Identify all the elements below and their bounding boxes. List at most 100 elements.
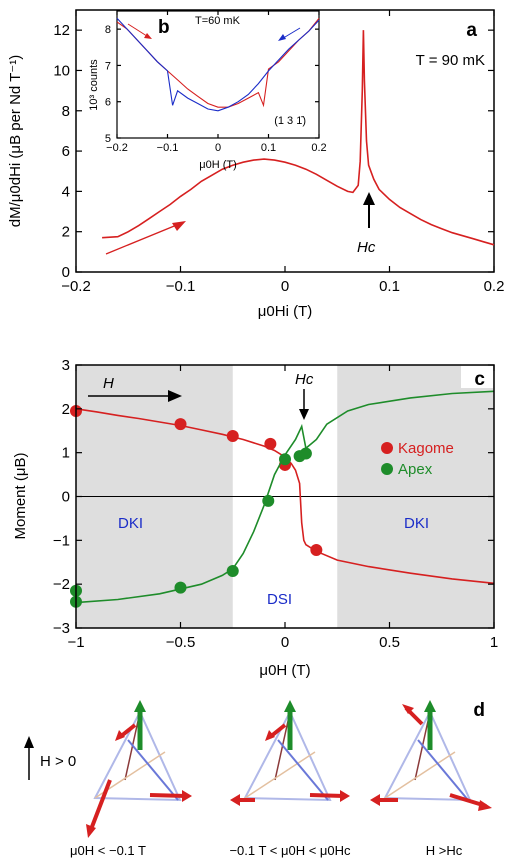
panel-c-label-box xyxy=(461,366,493,388)
caption-d-3: H >Hc xyxy=(426,843,463,858)
data-point-kagome xyxy=(174,418,187,431)
panel-b-ytick-label: 5 xyxy=(105,133,111,145)
panel-c-ytick-label: −1 xyxy=(53,532,70,549)
panel-a: −0.2 −0.1 0 0.1 0.2 0 2 4 6 8 10 12 a T = 90 mK Hc… xyxy=(7,9,504,320)
caption-d-2: −0.1 T < μ0H < μ0Hc xyxy=(229,843,351,858)
tetra-1-edge-c xyxy=(127,739,179,801)
panel-c-label: c xyxy=(474,369,485,390)
hc-label-c: Hc xyxy=(295,371,314,388)
data-point-apex xyxy=(299,447,312,460)
panel-d-label: d xyxy=(473,700,485,721)
panel-b-xtick-label: −0.1 xyxy=(157,142,179,154)
region-label-dki-right: DKI xyxy=(404,515,429,532)
panel-c-xtick-label: 0.5 xyxy=(379,634,400,651)
panel-b-temperature: T=60 mK xyxy=(195,15,241,27)
panel-b-y-ticks: 5 6 7 8 xyxy=(105,24,319,145)
panel-b-xlabel: μ0H (T) xyxy=(199,159,237,171)
data-point-kagome xyxy=(310,543,323,556)
panel-b-arrow-red-head xyxy=(144,33,152,39)
panel-c-ylabel: Moment (μB) xyxy=(12,453,29,540)
tetra-2-spin-right-head xyxy=(340,790,350,802)
panel-b-ytick-label: 6 xyxy=(105,97,111,109)
tetra-2-spin-right xyxy=(309,793,345,798)
tetra-1-spin-top-head xyxy=(115,730,125,741)
tetra-2-spin-left-head xyxy=(230,794,240,806)
panel-c-y-ticks: −3 −2 −1 0 1 2 3 xyxy=(53,357,494,637)
field-label-d: H > 0 xyxy=(40,753,76,770)
panel-c-ytick-label: 1 xyxy=(62,445,70,462)
panel-b-arrow-blue-head xyxy=(278,34,286,41)
data-point-apex xyxy=(262,494,275,507)
panel-a-xtick-label: −0.2 xyxy=(61,278,91,295)
panel-c-x-ticks: −1 −0.5 0 0.5 1 xyxy=(67,365,498,651)
panel-b-xtick-label: −0.2 xyxy=(106,142,128,154)
panel-a-y-ticks: 0 2 4 6 8 10 12 xyxy=(53,22,494,281)
data-point-kagome xyxy=(264,437,277,450)
tetra-3-spin-apex-head xyxy=(424,700,436,712)
tetra-2-edge-b xyxy=(244,751,316,799)
panel-d: d H > 0 xyxy=(24,700,492,858)
panel-c-ytick-label: −3 xyxy=(53,620,70,637)
panel-c-xtick-label: 0 xyxy=(281,634,289,651)
tetra-3-spin-left-head xyxy=(370,794,380,806)
panel-c: −1 −0.5 0 0.5 1 −3 −2 −1 0 1 2 3 c H Hc DKI DSI DK… xyxy=(12,357,498,679)
tetra-2-edge-c xyxy=(277,739,329,801)
caption-d-1: μ0H < −0.1 T xyxy=(70,843,146,858)
panel-a-ytick-label: 0 xyxy=(62,264,70,281)
panel-a-temperature: T = 90 mK xyxy=(416,52,485,69)
tetra-2-spin-apex-head xyxy=(284,700,296,712)
panel-c-ytick-label: 2 xyxy=(62,401,70,418)
tetrahedron-2 xyxy=(230,700,350,806)
panel-a-series xyxy=(102,30,495,246)
panel-c-ytick-label: 3 xyxy=(62,357,70,374)
panel-a-ytick-label: 2 xyxy=(62,224,70,241)
panel-b-hkl: (1 3 1̄) xyxy=(274,115,306,127)
panel-c-xtick-label: 1 xyxy=(490,634,498,651)
panel-a-ytick-label: 6 xyxy=(62,143,70,160)
panel-a-label: a xyxy=(466,20,477,41)
tetra-2-spin-top-head xyxy=(265,730,275,741)
panel-b-series xyxy=(116,17,320,112)
panel-b-xtick-label: 0.2 xyxy=(311,142,326,154)
tetrahedron-1 xyxy=(86,700,192,838)
legend-apex-label: Apex xyxy=(398,461,433,478)
tetra-1-spin-right-head xyxy=(182,790,192,802)
tetra-1-spin-left-head xyxy=(86,824,96,838)
tetra-3-edge-b xyxy=(384,751,456,799)
data-point-apex xyxy=(279,453,291,466)
field-arrow-d-head xyxy=(24,736,34,748)
panel-a-ytick-label: 8 xyxy=(62,103,70,120)
panel-a-xtick-label: 0.2 xyxy=(484,278,505,295)
data-point-apex xyxy=(226,565,239,578)
tetra-3-spin-top-head xyxy=(402,704,414,714)
panel-a-x-ticks: −0.2 −0.1 0 0.1 0.2 xyxy=(61,10,504,295)
panel-a-ytick-label: 12 xyxy=(53,22,70,39)
field-arrow-c-head xyxy=(168,390,182,402)
field-label-c: H xyxy=(103,375,114,392)
tetra-1-spin-right xyxy=(149,793,187,798)
tetrahedron-3 xyxy=(370,700,492,811)
data-point-apex xyxy=(174,581,187,594)
sweep-arrow-a xyxy=(105,221,185,255)
panel-b-series-line-2 xyxy=(116,17,320,112)
hc-arrow-a-head xyxy=(363,192,375,205)
panel-a-xlabel: μ0Hi (T) xyxy=(258,303,312,320)
legend-apex-marker xyxy=(381,463,393,475)
legend-kagome-marker xyxy=(381,442,393,454)
panel-c-ytick-label: 0 xyxy=(62,489,70,506)
panel-c-xtick-label: −1 xyxy=(67,634,84,651)
panel-a-ytick-label: 4 xyxy=(62,183,70,200)
region-label-dsi: DSI xyxy=(267,591,292,608)
panel-b-ytick-label: 8 xyxy=(105,24,111,36)
panel-c-ytick-label: −2 xyxy=(53,576,70,593)
hc-label-a: Hc xyxy=(357,239,376,256)
panel-a-ylabel: dM/μ0dHi (μB per Nd T⁻¹) xyxy=(7,55,24,227)
tetra-1-spin-apex-head xyxy=(134,700,146,712)
panel-a-ytick-label: 10 xyxy=(53,62,70,79)
tetra-3-edge-c xyxy=(417,739,469,801)
panel-b-frame xyxy=(116,10,320,139)
data-point-kagome xyxy=(226,430,239,443)
panel-b-label: b xyxy=(158,17,170,38)
